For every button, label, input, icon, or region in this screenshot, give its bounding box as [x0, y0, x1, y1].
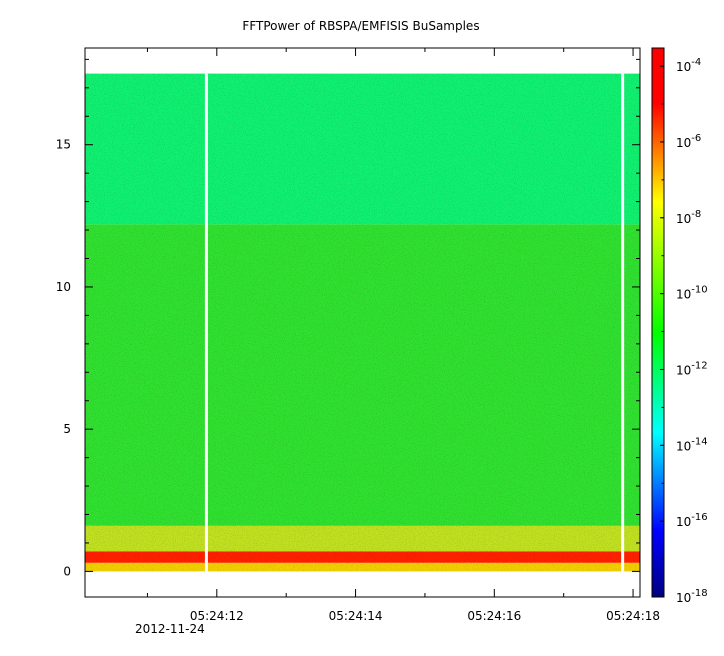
x-tick-label: 05:24:14	[329, 609, 383, 623]
y-tick-label: 10	[56, 280, 71, 294]
colorbar-tick-label: 10-14	[676, 436, 708, 453]
colorbar: 10-4 10-6 10-8 10-10 10-12 10-14 10-16 10-18	[651, 47, 708, 605]
band-texture-0	[85, 73, 640, 225]
data-gap-1	[621, 73, 625, 572]
colorbar-tick-label: 10-4	[676, 57, 701, 74]
colorbar-frame	[651, 47, 665, 598]
colorbar-tick-label: 10-6	[676, 133, 701, 150]
band-texture-1	[85, 224, 640, 526]
data-gap-0	[204, 73, 208, 572]
colorbar-tick-label: 10-8	[676, 209, 701, 226]
colorbar-gradient	[652, 48, 664, 597]
band-texture-4	[85, 562, 640, 572]
colorbar-tick-label: 10-18	[676, 588, 708, 605]
colorbar-tick-label: 10-12	[676, 360, 708, 377]
x-tick-label: 05:24:12	[190, 609, 244, 623]
plot-area	[85, 73, 640, 572]
x-axis: 05:24:12 05:24:14 05:24:16 05:24:18	[146, 48, 660, 623]
colorbar-ticks: 10-4 10-6 10-8 10-10 10-12 10-14 10-16 10-18	[660, 57, 708, 605]
band-texture-3	[85, 551, 640, 563]
x-tick-label: 05:24:18	[606, 609, 660, 623]
spectrogram-bands	[85, 73, 640, 572]
plot-frame	[84, 47, 641, 598]
y-tick-label: 15	[56, 138, 71, 152]
data-gaps	[204, 73, 625, 572]
chart-title: FFTPower of RBSPA/EMFISIS BuSamples	[242, 19, 479, 33]
x-tick-label: 05:24:16	[467, 609, 521, 623]
colorbar-tick-label: 10-10	[676, 285, 708, 302]
y-axis: 0 5 10 15	[56, 58, 640, 578]
band-texture-2	[85, 525, 640, 552]
y-tick-label: 5	[63, 422, 71, 436]
y-tick-label: 0	[63, 564, 71, 578]
x-date-label: 2012-11-24	[135, 622, 205, 636]
colorbar-tick-label: 10-16	[676, 512, 708, 529]
